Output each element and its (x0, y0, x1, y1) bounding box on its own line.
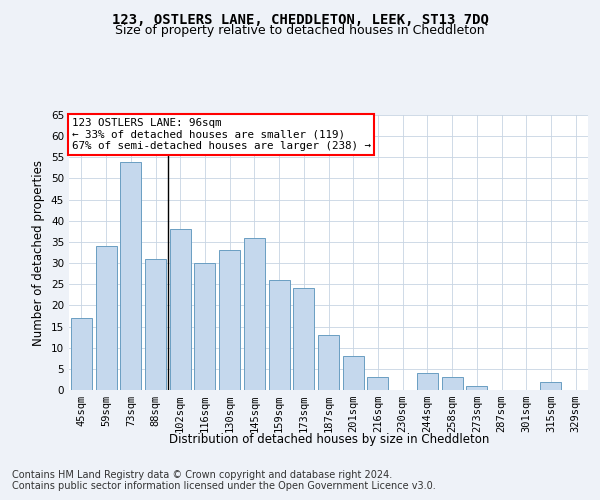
Bar (219, 250, 240, 390)
Bar (293, 288, 314, 390)
Text: Contains HM Land Registry data © Crown copyright and database right 2024.: Contains HM Land Registry data © Crown c… (12, 470, 392, 480)
Bar (95, 246, 116, 390)
Bar (417, 373, 438, 390)
Text: 123, OSTLERS LANE, CHEDDLETON, LEEK, ST13 7DQ: 123, OSTLERS LANE, CHEDDLETON, LEEK, ST1… (112, 12, 488, 26)
Bar (71, 318, 92, 390)
Bar (120, 162, 141, 390)
Bar (541, 382, 562, 390)
Text: 123 OSTLERS LANE: 96sqm
← 33% of detached houses are smaller (119)
67% of semi-d: 123 OSTLERS LANE: 96sqm ← 33% of detache… (71, 118, 371, 151)
Text: Contains public sector information licensed under the Open Government Licence v3: Contains public sector information licen… (12, 481, 436, 491)
Bar (367, 378, 388, 390)
Bar (343, 356, 364, 390)
Bar (318, 335, 339, 390)
Text: Distribution of detached houses by size in Cheddleton: Distribution of detached houses by size … (169, 432, 489, 446)
Y-axis label: Number of detached properties: Number of detached properties (32, 160, 46, 346)
Bar (442, 378, 463, 390)
Bar (194, 263, 215, 390)
Bar (170, 229, 191, 390)
Text: Size of property relative to detached houses in Cheddleton: Size of property relative to detached ho… (115, 24, 485, 37)
Bar (244, 238, 265, 390)
Bar (269, 280, 290, 390)
Bar (145, 259, 166, 390)
Bar (466, 386, 487, 390)
